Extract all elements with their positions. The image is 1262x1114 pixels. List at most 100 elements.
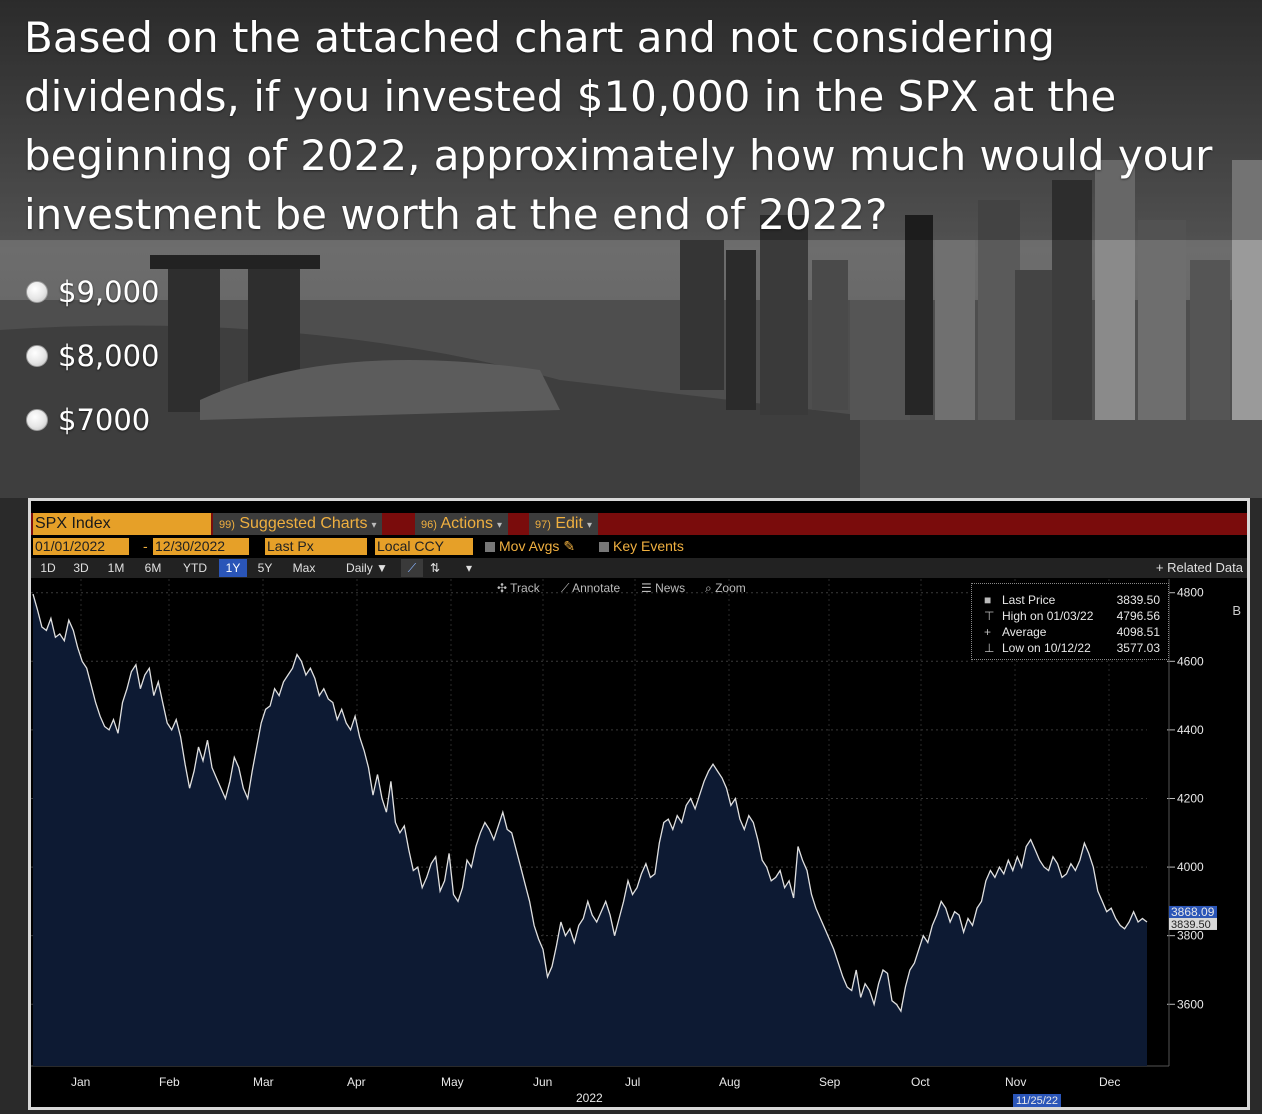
caret-down-icon: ▾: [496, 520, 502, 531]
y-tick-label: 3800: [1177, 929, 1204, 943]
related-data-button[interactable]: + Related Data: [1155, 560, 1243, 575]
start-date-field[interactable]: 01/01/2022: [33, 538, 129, 555]
tool-label: Zoom: [715, 581, 746, 595]
range-button-1m[interactable]: 1M: [107, 561, 125, 575]
x-tick-label: Sep: [819, 1075, 841, 1089]
x-tick-label: Feb: [159, 1075, 180, 1089]
x-tick-label: Aug: [719, 1075, 740, 1089]
y-tick-label: 4200: [1177, 791, 1204, 805]
date-separator: -: [143, 538, 148, 554]
range-button-3d[interactable]: 3D: [73, 561, 89, 575]
radio-button[interactable]: [26, 409, 48, 431]
menu-label: Actions: [440, 515, 493, 532]
x-tick-label: Oct: [911, 1075, 930, 1089]
legend-value: 4796.56: [1116, 609, 1160, 623]
dropdown-icon[interactable]: ▾: [465, 561, 473, 575]
skyline-background: [0, 0, 1262, 498]
tool-label: Annotate: [572, 581, 621, 595]
menu-number: 97): [535, 519, 551, 531]
x-tick-label: May: [441, 1075, 464, 1089]
range-button-5y[interactable]: 5Y: [257, 561, 273, 575]
frequency-label: Daily: [346, 561, 373, 575]
caret-down-icon: ▾: [371, 520, 377, 531]
x-tick-label: Apr: [347, 1075, 366, 1089]
x-tick-label: Mar: [253, 1075, 274, 1089]
last-price-badge-1: 3868.09: [1171, 905, 1215, 919]
range-button-max[interactable]: Max: [292, 561, 316, 575]
x-tick-label: Jan: [71, 1075, 90, 1089]
chart-type-icon[interactable]: ⟋: [401, 559, 423, 577]
checkbox-icon: [485, 542, 495, 553]
price-area: [33, 594, 1147, 1066]
side-panel-label: B: [1232, 603, 1241, 618]
last-price-badge-2: 3839.50: [1171, 919, 1211, 931]
bloomberg-chart-window: ‾‾ ‾‾ ‾‾‾‾ ‾‾‾‾ ‾‾‾‾ ‾‾‾‾ ‾‾‾‾ SPX Index…: [28, 498, 1250, 1110]
range-button-1d[interactable]: 1D: [40, 561, 56, 575]
radio-button[interactable]: [26, 281, 48, 303]
mov-avgs-toggle[interactable]: Mov Avgs ✎: [485, 538, 575, 555]
high-marker-icon: ⊤: [984, 609, 995, 623]
legend-value: 3839.50: [1116, 593, 1160, 607]
date-crosshair-badge: 11/25/22: [1013, 1094, 1062, 1107]
edit-button[interactable]: 97) Edit ▾: [529, 513, 598, 535]
end-date-field[interactable]: 12/30/2022: [153, 538, 249, 555]
answer-option-9000[interactable]: $9,000: [26, 275, 159, 309]
y-tick-label: 4000: [1177, 860, 1204, 874]
menu-number: 99): [219, 519, 235, 531]
zoom-tool[interactable]: ⌕ Zoom: [705, 581, 746, 595]
key-events-label: Key Events: [613, 538, 684, 554]
question-text: Based on the attached chart and not cons…: [24, 13, 1213, 239]
menu-label: Suggested Charts: [239, 515, 368, 532]
option-label: $9,000: [58, 275, 160, 309]
legend-label: High on 01/03/22: [1002, 609, 1094, 623]
annotate-tool[interactable]: ⟋ Annotate: [561, 581, 621, 595]
range-button-1y[interactable]: 1Y: [219, 559, 247, 577]
low-marker-icon: ⊥: [984, 641, 995, 655]
menu-number: 96): [421, 519, 437, 531]
range-button-6m[interactable]: 6M: [144, 561, 162, 575]
option-label: $7000: [58, 403, 151, 437]
legend-value: 4098.51: [1116, 625, 1160, 639]
last-price-badge-bg: [1169, 917, 1217, 930]
y-tick-label: 3600: [1177, 997, 1204, 1011]
last-price-marker-icon: ■: [984, 593, 992, 607]
news-tool[interactable]: ☰ News: [641, 581, 686, 595]
key-events-toggle[interactable]: Key Events: [599, 538, 684, 555]
actions-button[interactable]: 96) Actions ▾: [415, 513, 508, 535]
price-chart: 3600 3800 4000 4200 4400 4600 4800 Jan Feb Mar Apr…: [31, 579, 1217, 1105]
option-label: $8,000: [58, 339, 160, 373]
legend-row: Average 4098.51: [1002, 625, 1160, 641]
checkbox-icon: [599, 542, 609, 553]
truncated-header-row: ‾‾ ‾‾ ‾‾‾‾ ‾‾‾‾ ‾‾‾‾ ‾‾‾‾ ‾‾‾‾: [31, 501, 1247, 513]
x-tick-label: Jun: [533, 1075, 552, 1089]
chart-legend: ■ Last Price 3839.50 ⊤ High on 01/03/22 47…: [971, 583, 1169, 660]
mov-avgs-label: Mov Avgs: [499, 538, 560, 554]
answer-option-7000[interactable]: $7000: [26, 403, 150, 437]
caret-down-icon: ▾: [586, 520, 592, 531]
track-tool[interactable]: ✣ Track: [497, 581, 540, 595]
radio-button[interactable]: [26, 345, 48, 367]
x-tick-label: Jul: [625, 1075, 640, 1089]
tool-label: Track: [510, 581, 540, 595]
menu-label: Edit: [555, 515, 583, 532]
price-line: [32, 593, 1148, 1013]
suggested-charts-button[interactable]: 99) Suggested Charts ▾: [213, 513, 383, 535]
legend-label: Low on 10/12/22: [1002, 641, 1091, 655]
x-tick-label: Dec: [1099, 1075, 1120, 1089]
sort-icon[interactable]: ⇅: [429, 561, 441, 575]
range-selector-bar: [31, 558, 1247, 578]
average-marker-icon: +: [984, 625, 992, 639]
legend-label: Average: [1002, 625, 1047, 639]
answer-option-8000[interactable]: $8,000: [26, 339, 159, 373]
legend-row: Last Price 3839.50: [1002, 593, 1160, 609]
range-button-ytd[interactable]: YTD: [183, 561, 207, 575]
frequency-select[interactable]: Daily ▼: [346, 561, 388, 575]
x-axis-title: 2022: [576, 1091, 603, 1105]
tool-label: News: [655, 581, 686, 595]
security-ticker-field[interactable]: SPX Index: [33, 513, 211, 535]
last-price-badge-bg: [1169, 905, 1217, 918]
legend-row: Low on 10/12/22 3577.03: [1002, 641, 1160, 657]
field-select[interactable]: Last Px: [265, 538, 367, 555]
currency-select[interactable]: Local CCY: [375, 538, 473, 555]
legend-row: High on 01/03/22 4796.56: [1002, 609, 1160, 625]
